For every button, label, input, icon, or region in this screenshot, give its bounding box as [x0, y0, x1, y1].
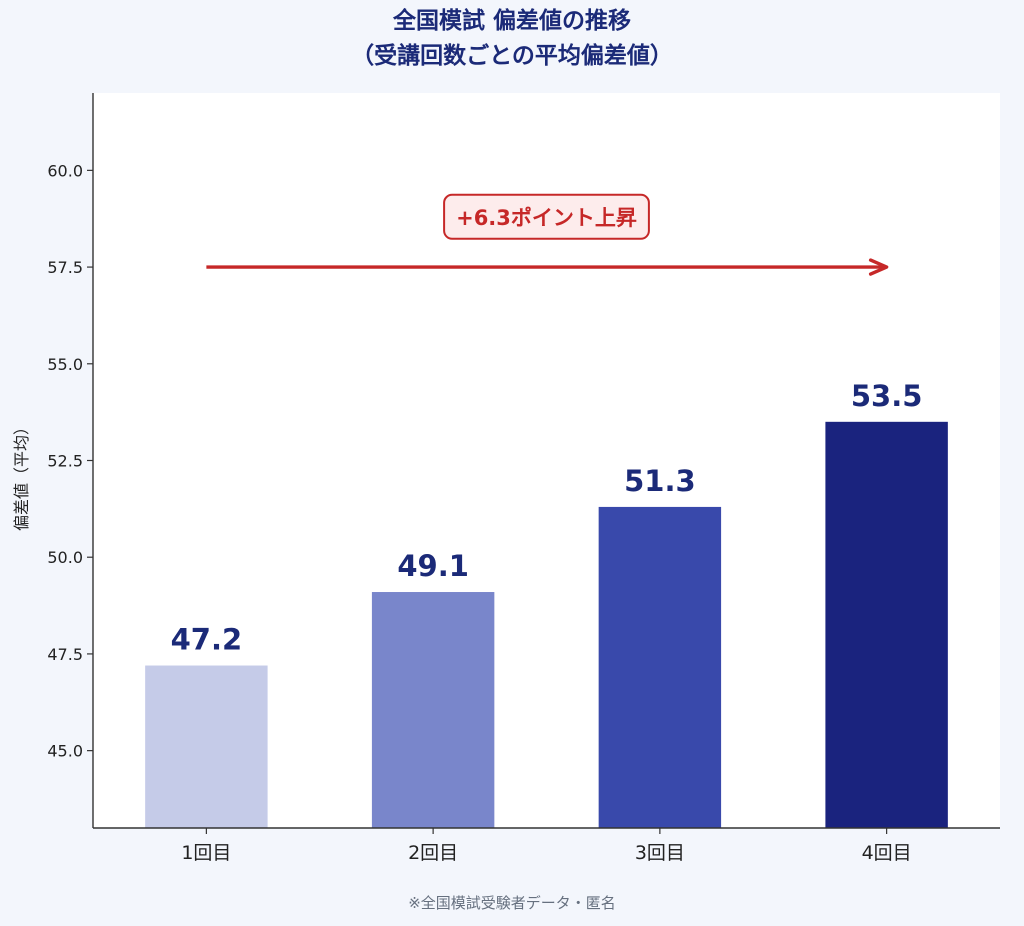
- value-label-3: 51.3: [624, 464, 696, 498]
- annotation-layer: +6.3ポイント上昇: [206, 193, 889, 276]
- y-tick-label: 47.5: [47, 645, 83, 664]
- increase-arrow-head: [868, 258, 889, 276]
- value-label-1: 47.2: [171, 623, 243, 657]
- annotation-text: +6.3ポイント上昇: [456, 206, 637, 230]
- y-tick-label: 45.0: [47, 742, 83, 761]
- bars-layer: [145, 421, 948, 828]
- bar-1: [145, 665, 268, 828]
- bar-4: [825, 421, 948, 828]
- x-tick-label: 3回目: [635, 842, 685, 864]
- chart-title: 全国模試 偏差値の推移: [392, 8, 631, 34]
- y-ticks-layer: 45.0 47.5 50.0 52.5 55.0 57.5 60.0: [47, 161, 93, 761]
- value-label-4: 53.5: [851, 379, 923, 413]
- value-labels-layer: 47.2 49.1 51.3 53.5: [171, 379, 923, 657]
- y-axis-label: 偏差値（平均）: [12, 419, 31, 531]
- x-ticks-layer: 1回目 2回目 3回目 4回目: [181, 828, 912, 864]
- y-tick-label: 52.5: [47, 452, 83, 471]
- x-tick-label: 1回目: [181, 842, 231, 864]
- y-tick-label: 60.0: [47, 161, 83, 180]
- y-tick-label: 50.0: [47, 548, 83, 567]
- source-note: ※全国模試受験者データ・匿名: [408, 894, 616, 912]
- y-tick-label: 57.5: [47, 258, 83, 277]
- bar-2: [371, 592, 495, 828]
- bar-3: [598, 506, 722, 828]
- annotation-box: [443, 193, 650, 240]
- chart-subtitle: （受講回数ごとの平均偏差値）: [351, 43, 673, 69]
- chart-title-block: 全国模試 偏差値の推移 （受講回数ごとの平均偏差値）: [0, 4, 1024, 74]
- x-tick-label: 4回目: [862, 842, 912, 864]
- x-tick-label: 2回目: [408, 842, 458, 864]
- y-tick-label: 55.0: [47, 355, 83, 374]
- value-label-2: 49.1: [397, 549, 469, 583]
